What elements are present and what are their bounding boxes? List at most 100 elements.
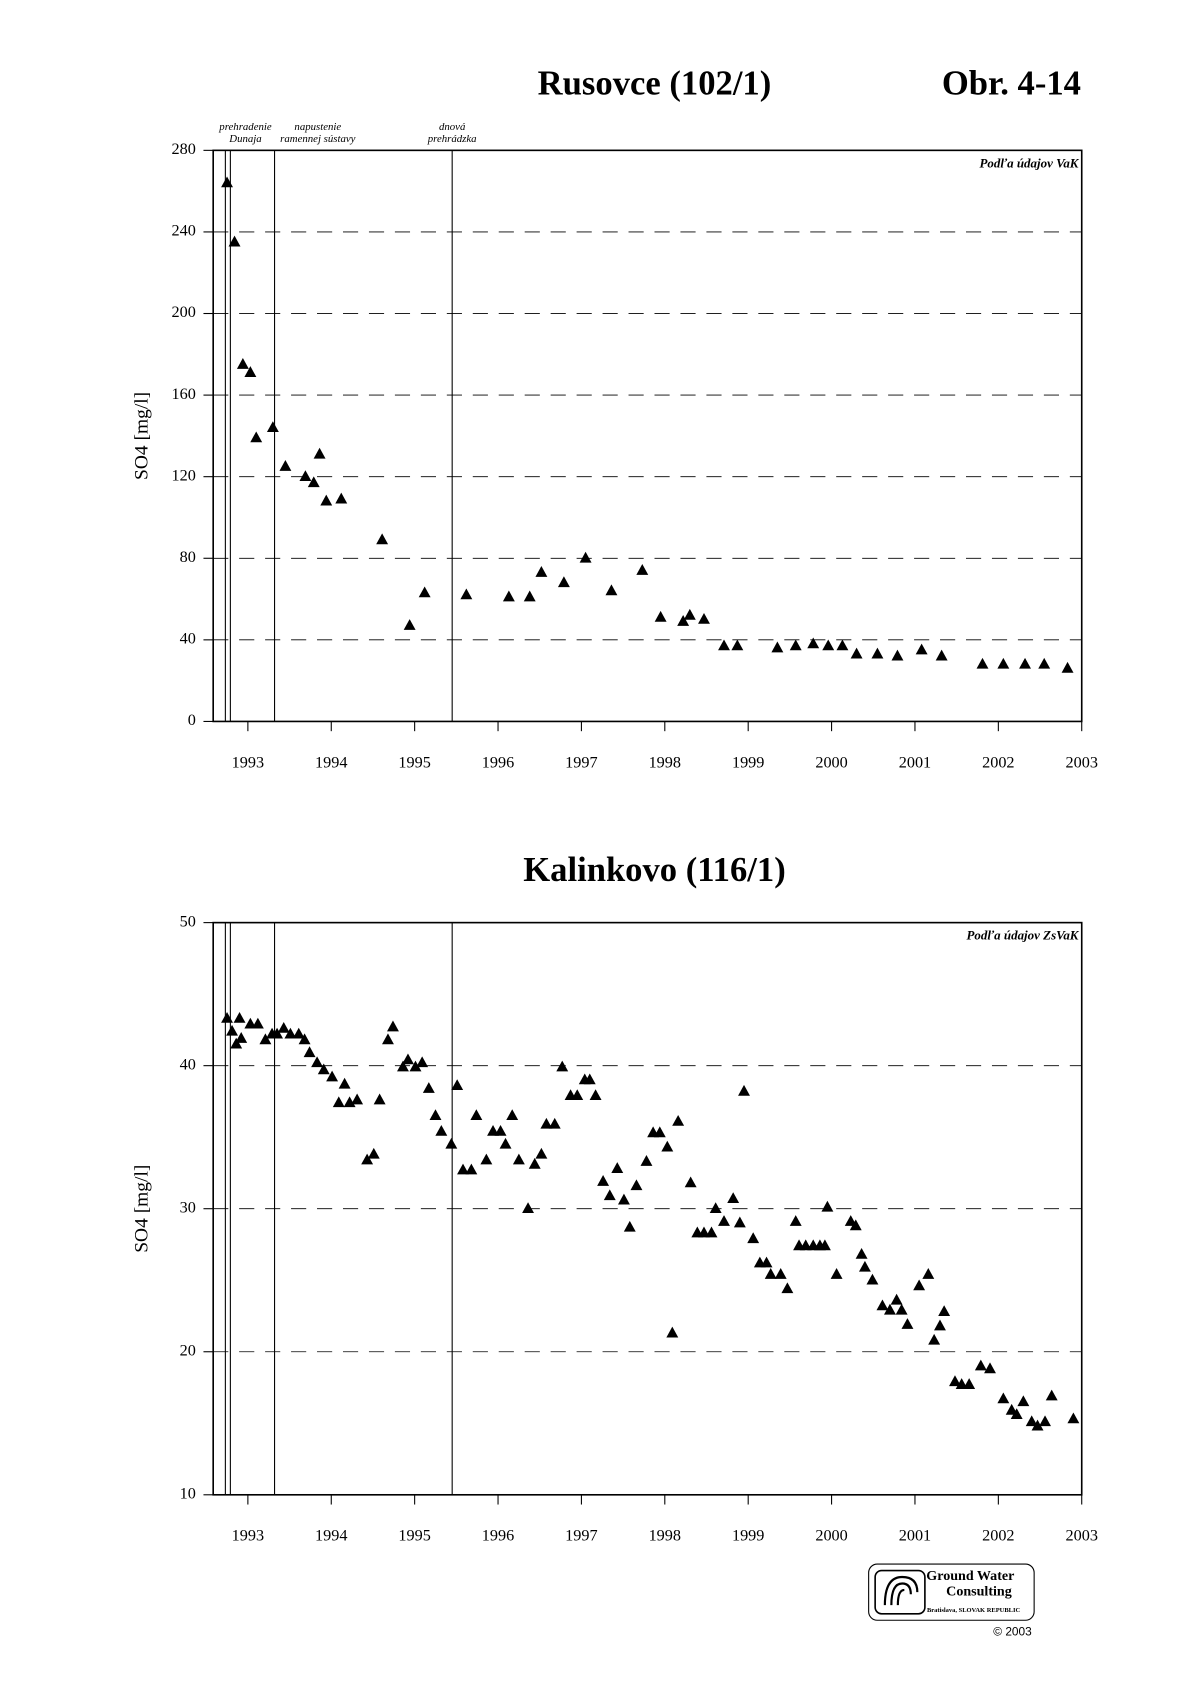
data-point bbox=[747, 1232, 760, 1244]
data-point bbox=[250, 431, 263, 443]
data-point bbox=[298, 1033, 311, 1045]
data-point bbox=[259, 1033, 272, 1045]
data-point bbox=[317, 1063, 330, 1075]
data-point bbox=[623, 1220, 636, 1232]
data-point bbox=[326, 1070, 339, 1082]
data-point bbox=[938, 1305, 951, 1317]
data-point bbox=[807, 637, 820, 649]
data-point bbox=[435, 1124, 448, 1136]
data-point bbox=[307, 476, 320, 488]
y-tick-label: 280 bbox=[172, 140, 196, 158]
data-point bbox=[445, 1137, 458, 1149]
data-point bbox=[499, 1137, 512, 1149]
event-label: prehradenie bbox=[218, 121, 272, 133]
event-label: ramennej sústavy bbox=[280, 133, 355, 145]
data-point bbox=[883, 1303, 896, 1315]
data-point bbox=[855, 1247, 868, 1259]
data-point bbox=[895, 1303, 908, 1315]
x-tick-label: 1993 bbox=[232, 753, 264, 771]
x-tick-label: 1994 bbox=[315, 1527, 347, 1545]
data-point bbox=[976, 657, 989, 669]
data-point bbox=[361, 1153, 374, 1165]
data-point bbox=[351, 1093, 364, 1105]
data-point bbox=[771, 641, 784, 653]
data-point bbox=[429, 1109, 442, 1121]
data-point bbox=[974, 1359, 987, 1371]
event-label: dnová bbox=[439, 121, 466, 133]
data-point bbox=[506, 1109, 519, 1121]
data-point bbox=[949, 1375, 961, 1387]
data-point bbox=[984, 1362, 996, 1374]
figure-label: Obr. 4-14 bbox=[942, 64, 1081, 102]
x-tick-label: 1996 bbox=[482, 753, 514, 771]
data-point bbox=[677, 615, 690, 626]
data-point bbox=[402, 1053, 414, 1065]
data-point bbox=[235, 1031, 248, 1043]
data-point bbox=[683, 608, 696, 620]
x-tick-label: 2003 bbox=[1066, 753, 1098, 771]
x-tick-label: 2003 bbox=[1066, 1527, 1098, 1545]
y-tick-label: 160 bbox=[172, 385, 196, 403]
data-point bbox=[617, 1193, 630, 1205]
data-point bbox=[830, 1268, 843, 1279]
data-point bbox=[789, 639, 802, 651]
x-tick-label: 1994 bbox=[315, 753, 347, 771]
logo-name: Ground Water bbox=[926, 1568, 1014, 1584]
data-point bbox=[901, 1318, 914, 1329]
x-tick-label: 1997 bbox=[565, 1527, 597, 1545]
data-point bbox=[343, 1096, 356, 1108]
y-tick-label: 120 bbox=[172, 466, 196, 484]
logo-frame bbox=[868, 1563, 1035, 1621]
data-point bbox=[1039, 1415, 1051, 1427]
data-point bbox=[416, 1056, 429, 1068]
data-point bbox=[233, 1011, 246, 1023]
data-point bbox=[465, 1163, 478, 1175]
data-point bbox=[849, 1219, 862, 1231]
data-point bbox=[718, 1215, 730, 1226]
y-axis-label: SO4 [mg/l] bbox=[131, 392, 152, 480]
data-point bbox=[727, 1192, 740, 1204]
data-point bbox=[605, 584, 618, 596]
data-point bbox=[335, 492, 348, 504]
x-tick-label: 1997 bbox=[565, 753, 597, 771]
data-point bbox=[535, 1147, 548, 1159]
data-point bbox=[303, 1046, 316, 1058]
data-point bbox=[557, 576, 570, 588]
data-point bbox=[733, 1216, 746, 1228]
data-point bbox=[654, 610, 667, 622]
data-point bbox=[997, 1392, 1010, 1404]
logo-waves bbox=[883, 1575, 919, 1606]
data-point bbox=[535, 566, 548, 577]
data-point bbox=[523, 590, 536, 602]
data-point bbox=[494, 1124, 507, 1136]
data-point bbox=[1061, 661, 1074, 673]
data-point bbox=[512, 1153, 525, 1165]
y-tick-label: 80 bbox=[180, 548, 196, 566]
data-point bbox=[871, 647, 884, 659]
logo-icon bbox=[874, 1569, 926, 1615]
data-point bbox=[597, 1175, 610, 1186]
data-point bbox=[774, 1268, 787, 1279]
data-point bbox=[244, 1017, 257, 1029]
data-point bbox=[279, 459, 292, 471]
data-point bbox=[528, 1157, 541, 1169]
data-point bbox=[487, 1124, 499, 1136]
data-point bbox=[236, 358, 249, 369]
x-tick-label: 2000 bbox=[815, 1527, 847, 1545]
data-point bbox=[373, 1093, 386, 1105]
x-tick-label: 2001 bbox=[899, 753, 931, 771]
data-point bbox=[251, 1017, 264, 1029]
data-point bbox=[522, 1202, 534, 1214]
data-point bbox=[1045, 1389, 1058, 1401]
data-point bbox=[822, 639, 835, 651]
event-label: Dunaja bbox=[228, 133, 261, 145]
source-note: Podľa údajov ZsVaK bbox=[967, 928, 1080, 943]
data-point bbox=[376, 533, 389, 545]
data-point bbox=[221, 176, 233, 188]
data-point bbox=[718, 639, 730, 651]
event-label: prehrádzka bbox=[427, 133, 477, 145]
data-point bbox=[284, 1027, 297, 1039]
data-point bbox=[540, 1117, 553, 1129]
x-tick-label: 1995 bbox=[398, 753, 430, 771]
data-point bbox=[672, 1114, 685, 1126]
